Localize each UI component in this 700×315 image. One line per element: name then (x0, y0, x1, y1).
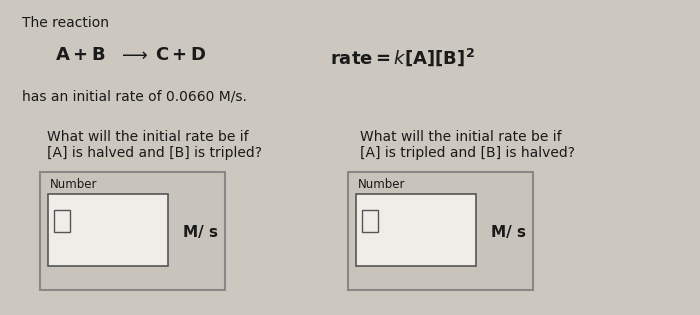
Text: The reaction: The reaction (22, 16, 109, 30)
Text: M/ s: M/ s (183, 226, 218, 240)
Text: Number: Number (358, 178, 405, 191)
Text: Number: Number (50, 178, 97, 191)
Bar (356, 194, 476, 266)
FancyBboxPatch shape (40, 172, 225, 290)
Text: What will the initial rate be if: What will the initial rate be if (47, 130, 248, 144)
Bar (54, 210, 70, 232)
Text: $\mathbf{C+D}$: $\mathbf{C+D}$ (155, 46, 206, 64)
Text: M/ s: M/ s (491, 226, 526, 240)
Text: [A] is halved and [B] is tripled?: [A] is halved and [B] is tripled? (47, 146, 262, 160)
Bar (48, 194, 168, 266)
FancyBboxPatch shape (348, 172, 533, 290)
Text: $\mathbf{A+B}$: $\mathbf{A+B}$ (55, 46, 106, 64)
Text: has an initial rate of 0.0660 M/s.: has an initial rate of 0.0660 M/s. (22, 90, 247, 104)
Text: $\longrightarrow$: $\longrightarrow$ (118, 46, 148, 64)
Bar (362, 210, 378, 232)
Text: What will the initial rate be if: What will the initial rate be if (360, 130, 561, 144)
Text: [A] is tripled and [B] is halved?: [A] is tripled and [B] is halved? (360, 146, 575, 160)
Text: $\mathbf{rate=}$$\mathit{k}$$\mathbf{[A][B]^2}$: $\mathbf{rate=}$$\mathit{k}$$\mathbf{[A]… (330, 46, 475, 68)
